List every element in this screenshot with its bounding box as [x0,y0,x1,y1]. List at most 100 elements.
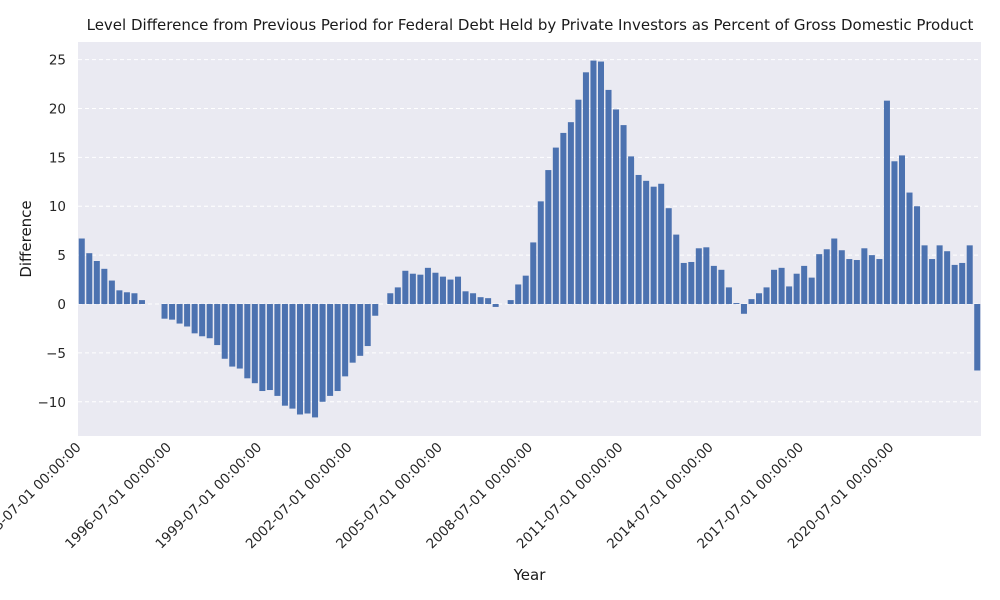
bar [229,304,236,367]
bar [108,280,115,305]
bar [86,253,93,305]
bar [402,270,409,305]
y-tick-label: 0 [57,297,66,313]
bar [206,304,213,339]
bar [868,255,875,305]
bar [492,304,499,307]
bar [169,304,176,320]
x-tick-label: 2020-07-01 00:00:00 [785,440,898,553]
bar [793,273,800,305]
bar [251,304,258,384]
bar [733,303,740,305]
bar [304,304,311,414]
bar [199,304,206,337]
bar [929,259,936,305]
bar [725,287,732,305]
bar [281,304,288,406]
y-tick-label: 25 [49,53,66,69]
bar [447,279,454,305]
bar [914,206,921,305]
bar [138,300,145,305]
bar [590,60,597,305]
bar [312,304,319,418]
bar [289,304,296,409]
bar [296,304,303,415]
bar [161,304,168,319]
bar [567,122,574,305]
bar [221,304,228,359]
bar [891,161,898,305]
bar [93,261,100,305]
y-tick-label: −10 [38,395,67,411]
bar [906,192,913,305]
bar [763,287,770,305]
bar [771,269,778,305]
bar [439,276,446,305]
bar [462,291,469,305]
plot-area-background [78,42,981,436]
bar [959,262,966,305]
bar [545,170,552,305]
bar [319,304,326,402]
bar [236,304,243,369]
y-axis-ticks: −10 −5 0 5 10 15 20 25 [38,53,67,411]
bar [756,293,763,305]
bar [605,89,612,305]
bar [974,304,981,371]
bar [582,72,589,305]
bar [191,304,198,334]
bar [658,183,665,305]
bar [635,174,642,305]
bar [703,247,710,305]
bar [560,132,567,305]
bar [101,268,108,305]
bar [688,261,695,305]
bar [259,304,266,392]
bar [266,304,273,391]
bar [424,267,431,305]
bar [823,249,830,305]
x-axis-label: Year [513,566,547,584]
bar [274,304,281,396]
bar [372,304,379,316]
bar [778,267,785,305]
bar [78,238,85,305]
bar [552,147,559,305]
bar [123,292,130,305]
bar [244,304,251,379]
bar [522,275,529,305]
bar [695,248,702,305]
bar [710,265,717,305]
bar [349,304,356,363]
bar [530,242,537,305]
bar [176,304,183,324]
y-tick-label: −5 [46,346,66,362]
bar [680,262,687,305]
bar [876,259,883,305]
bar [740,304,747,314]
bar [718,269,725,305]
bar [838,250,845,305]
bar [628,156,635,305]
bar [485,298,492,305]
bar [808,277,815,305]
bar [364,304,371,347]
y-axis-label: Difference [17,200,35,277]
bar [342,304,349,377]
bar [387,293,394,305]
bar [853,260,860,305]
bar [597,61,604,305]
y-tick-label: 5 [57,248,66,264]
bar [507,300,514,305]
bar [477,297,484,305]
bar [861,248,868,305]
bar [214,304,221,346]
bar [951,264,958,305]
bar [665,208,672,305]
bar [116,290,123,305]
bar [409,273,416,305]
bar [650,186,657,305]
bar [515,284,522,305]
bar [944,251,951,305]
